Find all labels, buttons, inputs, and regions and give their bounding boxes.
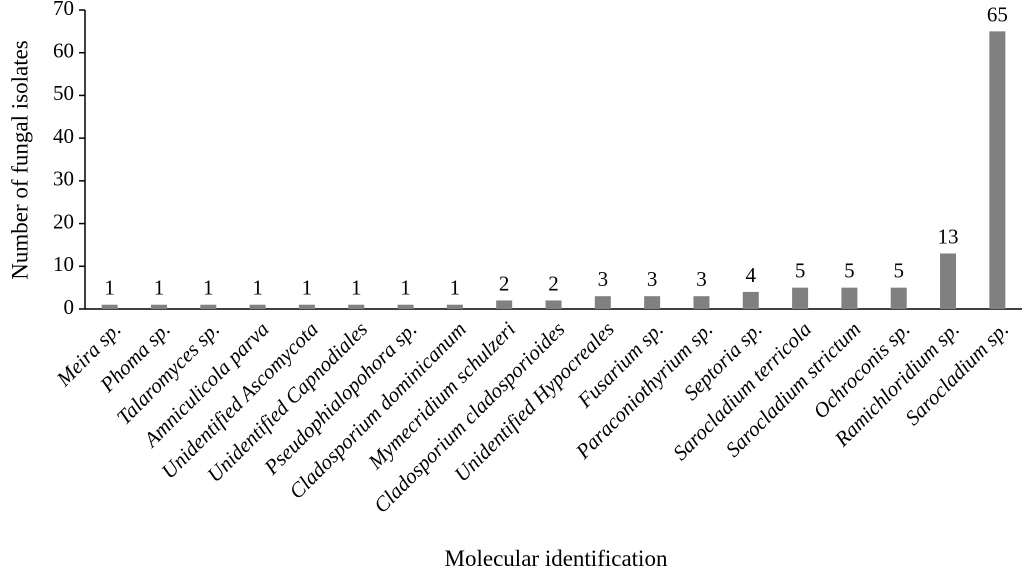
y-tick-label: 20 (53, 209, 74, 233)
y-tick-label: 40 (53, 124, 74, 148)
data-label: 5 (795, 259, 806, 283)
y-tick-label: 10 (53, 252, 74, 276)
bars (101, 31, 1006, 309)
bar (940, 253, 957, 309)
data-label: 3 (598, 267, 609, 291)
bar (200, 304, 217, 309)
category-labels: Meira sp.Phoma sp.Talaromyces sp.Amnicul… (51, 317, 1013, 518)
data-label: 1 (400, 276, 411, 300)
bar (841, 287, 858, 309)
axes (84, 10, 1022, 310)
data-label: 1 (450, 276, 461, 300)
bar (545, 300, 562, 309)
bar (150, 304, 167, 309)
y-tick-label: 50 (53, 81, 74, 105)
bar (792, 287, 809, 309)
data-label: 1 (252, 276, 263, 300)
bar (644, 296, 661, 309)
bar (890, 287, 907, 309)
data-label: 2 (548, 271, 559, 295)
bar (594, 296, 611, 309)
y-tick-label: 30 (53, 167, 74, 191)
y-ticks: 0 10 20 30 40 50 60 70 (53, 0, 85, 319)
data-label: 1 (104, 276, 115, 300)
y-tick-label: 0 (64, 295, 75, 319)
y-tick-label: 60 (53, 39, 74, 63)
data-label: 5 (893, 259, 904, 283)
y-tick-label: 70 (53, 0, 74, 20)
bar (397, 304, 414, 309)
bar (742, 291, 759, 309)
data-label: 65 (987, 2, 1008, 26)
data-label: 13 (938, 224, 959, 248)
bar (989, 31, 1006, 309)
data-label: 3 (696, 267, 707, 291)
data-label: 2 (499, 271, 510, 295)
data-label: 1 (302, 276, 313, 300)
bar (496, 300, 513, 309)
bar (101, 304, 118, 309)
data-label: 1 (154, 276, 165, 300)
value-labels: 1 1 1 1 1 1 1 1 2 2 3 3 3 4 5 5 5 13 65 (104, 2, 1007, 299)
bar (446, 304, 463, 309)
data-label: 1 (351, 276, 362, 300)
data-label: 3 (647, 267, 658, 291)
data-label: 4 (746, 263, 757, 287)
y-axis-label: Number of fungal isolates (7, 40, 32, 280)
bar (693, 296, 710, 309)
bar (348, 304, 365, 309)
bar (298, 304, 315, 309)
bar (249, 304, 266, 309)
data-label: 5 (844, 259, 855, 283)
x-axis-label: Molecular identification (445, 546, 668, 571)
data-label: 1 (203, 276, 214, 300)
